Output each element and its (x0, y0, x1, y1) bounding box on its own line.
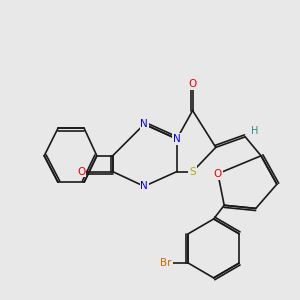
Text: O: O (188, 79, 197, 89)
Text: O: O (77, 167, 85, 177)
Text: H: H (251, 126, 259, 136)
Text: O: O (214, 169, 222, 179)
Text: N: N (140, 119, 148, 129)
Text: N: N (140, 181, 148, 191)
Text: S: S (189, 167, 196, 177)
Text: N: N (173, 134, 181, 144)
Text: Br: Br (160, 258, 172, 268)
